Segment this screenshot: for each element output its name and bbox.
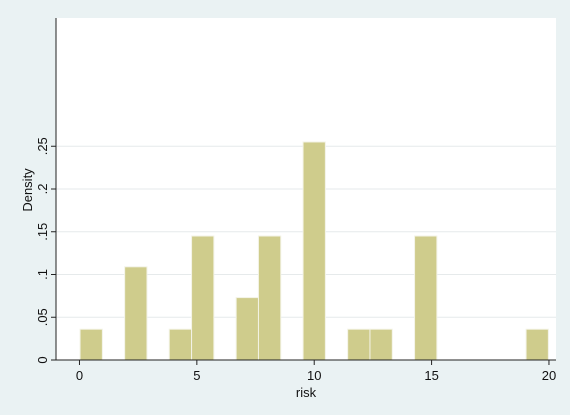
bar-1 <box>124 266 148 361</box>
bar-9 <box>414 235 438 361</box>
y-tick-label-2: .1 <box>35 269 50 280</box>
axes: 0 .05 .1 .15 .2 .25 0 5 10 15 20 <box>35 18 556 383</box>
x-axis-title: risk <box>296 385 317 400</box>
y-tick-label-0: 0 <box>35 356 50 363</box>
x-tick-label-1: 5 <box>193 368 200 383</box>
bar-0 <box>79 328 103 361</box>
bar-8 <box>369 328 393 361</box>
x-tick-label-3: 15 <box>424 368 438 383</box>
y-tick-label-3: .15 <box>35 223 50 241</box>
bar-4 <box>235 297 259 361</box>
x-tick-label-0: 0 <box>76 368 83 383</box>
bar-7 <box>347 328 371 361</box>
x-tick-label-2: 10 <box>307 368 321 383</box>
x-tick-label-4: 20 <box>542 368 556 383</box>
bar-3 <box>191 235 215 361</box>
bar-2 <box>168 328 193 361</box>
bar-5 <box>257 235 282 361</box>
y-tick-label-5: .25 <box>35 137 50 155</box>
y-axis-title: Density <box>20 168 35 212</box>
bar-10 <box>525 328 549 361</box>
y-tick-label-1: .05 <box>35 308 50 326</box>
bar-6 <box>302 141 326 361</box>
y-tick-label-4: .2 <box>35 184 50 195</box>
